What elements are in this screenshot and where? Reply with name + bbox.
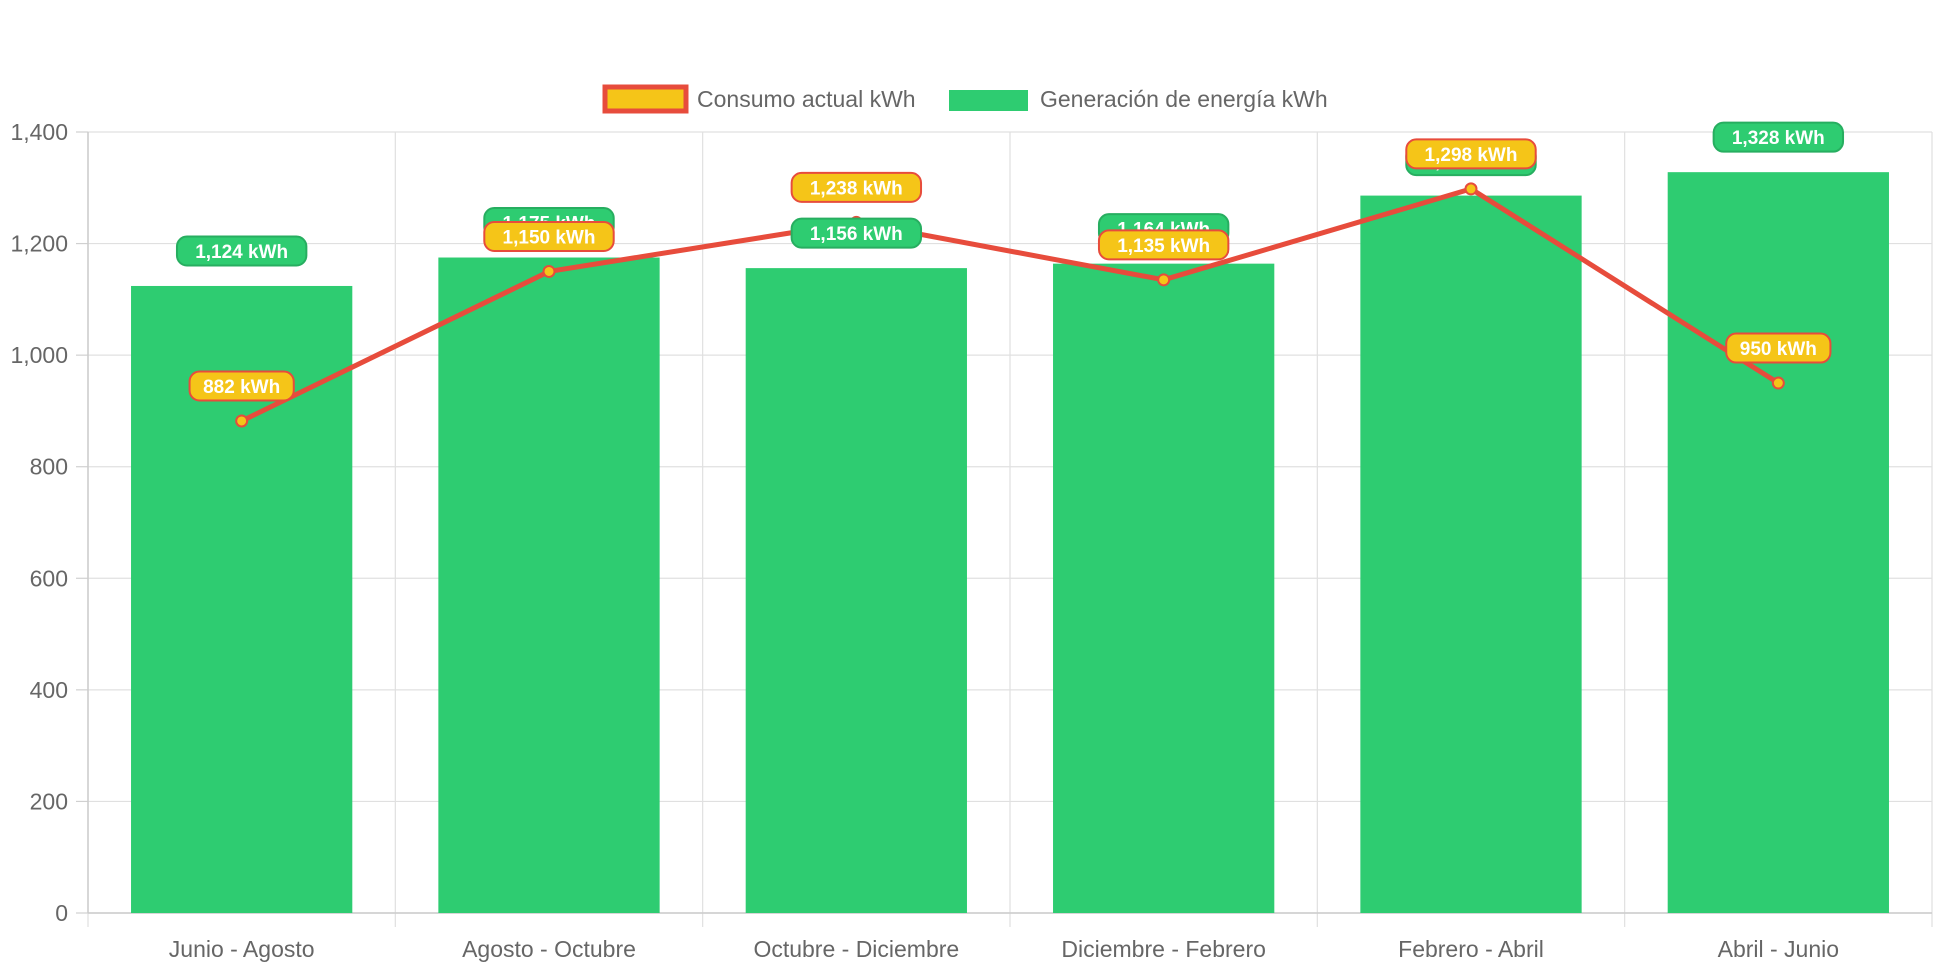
line-data-label-bg bbox=[483, 220, 615, 252]
y-tick-label: 0 bbox=[55, 900, 68, 926]
bar-data-label-text: 1,328 kWh bbox=[1732, 128, 1825, 149]
bar-data-label-bg bbox=[175, 235, 308, 267]
y-axis: 0 200 400 600 800 1,000 1,200 1,400 bbox=[10, 119, 89, 926]
legend-label-consumo[interactable]: Consumo actual kWh bbox=[697, 86, 916, 112]
line-data-label-bg bbox=[1405, 138, 1537, 170]
point-consumo[interactable] bbox=[1771, 376, 1785, 390]
line-data-label: 1,298 kWh bbox=[1405, 138, 1537, 170]
point-consumo[interactable] bbox=[1157, 273, 1171, 287]
legend-swatch-generacion[interactable] bbox=[949, 90, 1028, 111]
legend-swatch-consumo[interactable] bbox=[602, 84, 689, 114]
line-data-label-text: 1,238 kWh bbox=[810, 178, 903, 199]
bar-data-label: 1,124 kWh bbox=[175, 235, 308, 267]
bar-generacion[interactable] bbox=[438, 257, 660, 914]
x-tick-label: Octubre - Diciembre bbox=[753, 936, 959, 962]
y-tick-label: 600 bbox=[30, 565, 68, 591]
line-data-label: 1,135 kWh bbox=[1097, 229, 1230, 261]
line-data-label-text: 1,298 kWh bbox=[1425, 145, 1518, 166]
line-data-label-bg bbox=[188, 370, 295, 402]
x-tick-label: Febrero - Abril bbox=[1398, 936, 1544, 962]
line-data-label-text: 950 kWh bbox=[1740, 339, 1817, 360]
line-data-label-bg bbox=[1097, 229, 1230, 261]
y-tick-label: 400 bbox=[30, 677, 68, 703]
grid bbox=[87, 131, 1933, 927]
point-consumo[interactable] bbox=[1464, 182, 1478, 196]
x-tick-label: Junio - Agosto bbox=[169, 936, 315, 962]
x-tick-label: Abril - Junio bbox=[1718, 936, 1839, 962]
y-tick-label: 1,200 bbox=[10, 231, 68, 257]
line-data-label: 1,150 kWh bbox=[483, 220, 615, 252]
line-data-label-text: 1,135 kWh bbox=[1117, 236, 1210, 257]
line-data-label: 950 kWh bbox=[1725, 332, 1832, 364]
bar-data-label-bg bbox=[790, 217, 923, 249]
bar-generacion[interactable] bbox=[1360, 195, 1582, 914]
point-consumo[interactable] bbox=[542, 264, 556, 278]
bar-data-label-bg bbox=[1712, 121, 1845, 153]
bar-data-label: 1,328 kWh bbox=[1712, 121, 1845, 153]
bar-data-label: 1,156 kWh bbox=[790, 217, 923, 249]
line-data-label-text: 1,150 kWh bbox=[503, 227, 596, 248]
line-data-label: 882 kWh bbox=[188, 370, 295, 402]
bar-generacion[interactable] bbox=[1667, 172, 1889, 913]
bar-data-label-text: 1,156 kWh bbox=[810, 224, 903, 245]
bar-data-label-text: 1,124 kWh bbox=[195, 242, 288, 263]
bar-generacion[interactable] bbox=[745, 268, 967, 913]
y-tick-label: 200 bbox=[30, 788, 68, 814]
legend-label-generacion[interactable]: Generación de energía kWh bbox=[1040, 86, 1328, 112]
line-data-label-bg bbox=[1725, 332, 1832, 364]
bar-generacion[interactable] bbox=[1053, 263, 1275, 913]
y-tick-label: 1,000 bbox=[10, 342, 68, 368]
line-data-label-text: 882 kWh bbox=[203, 377, 280, 398]
line-data-label: 1,238 kWh bbox=[790, 171, 923, 203]
bar-series-generacion bbox=[131, 172, 1889, 914]
line-consumo bbox=[239, 186, 1781, 424]
x-tick-label: Diciembre - Febrero bbox=[1061, 936, 1266, 962]
y-tick-label: 800 bbox=[30, 454, 68, 480]
line-data-label-bg bbox=[790, 171, 923, 203]
x-axis: Junio - Agosto Agosto - Octubre Octubre - … bbox=[88, 912, 1932, 962]
y-tick-label: 1,400 bbox=[10, 119, 68, 145]
point-consumo[interactable] bbox=[235, 414, 249, 428]
legend[interactable]: Consumo actual kWh Generación de energía… bbox=[602, 84, 1328, 114]
line-data-labels: 882 kWh 1,150 kWh 1,238 kWh 1,135 kWh 1,298 … bbox=[188, 138, 1832, 402]
x-tick-label: Agosto - Octubre bbox=[462, 936, 636, 962]
